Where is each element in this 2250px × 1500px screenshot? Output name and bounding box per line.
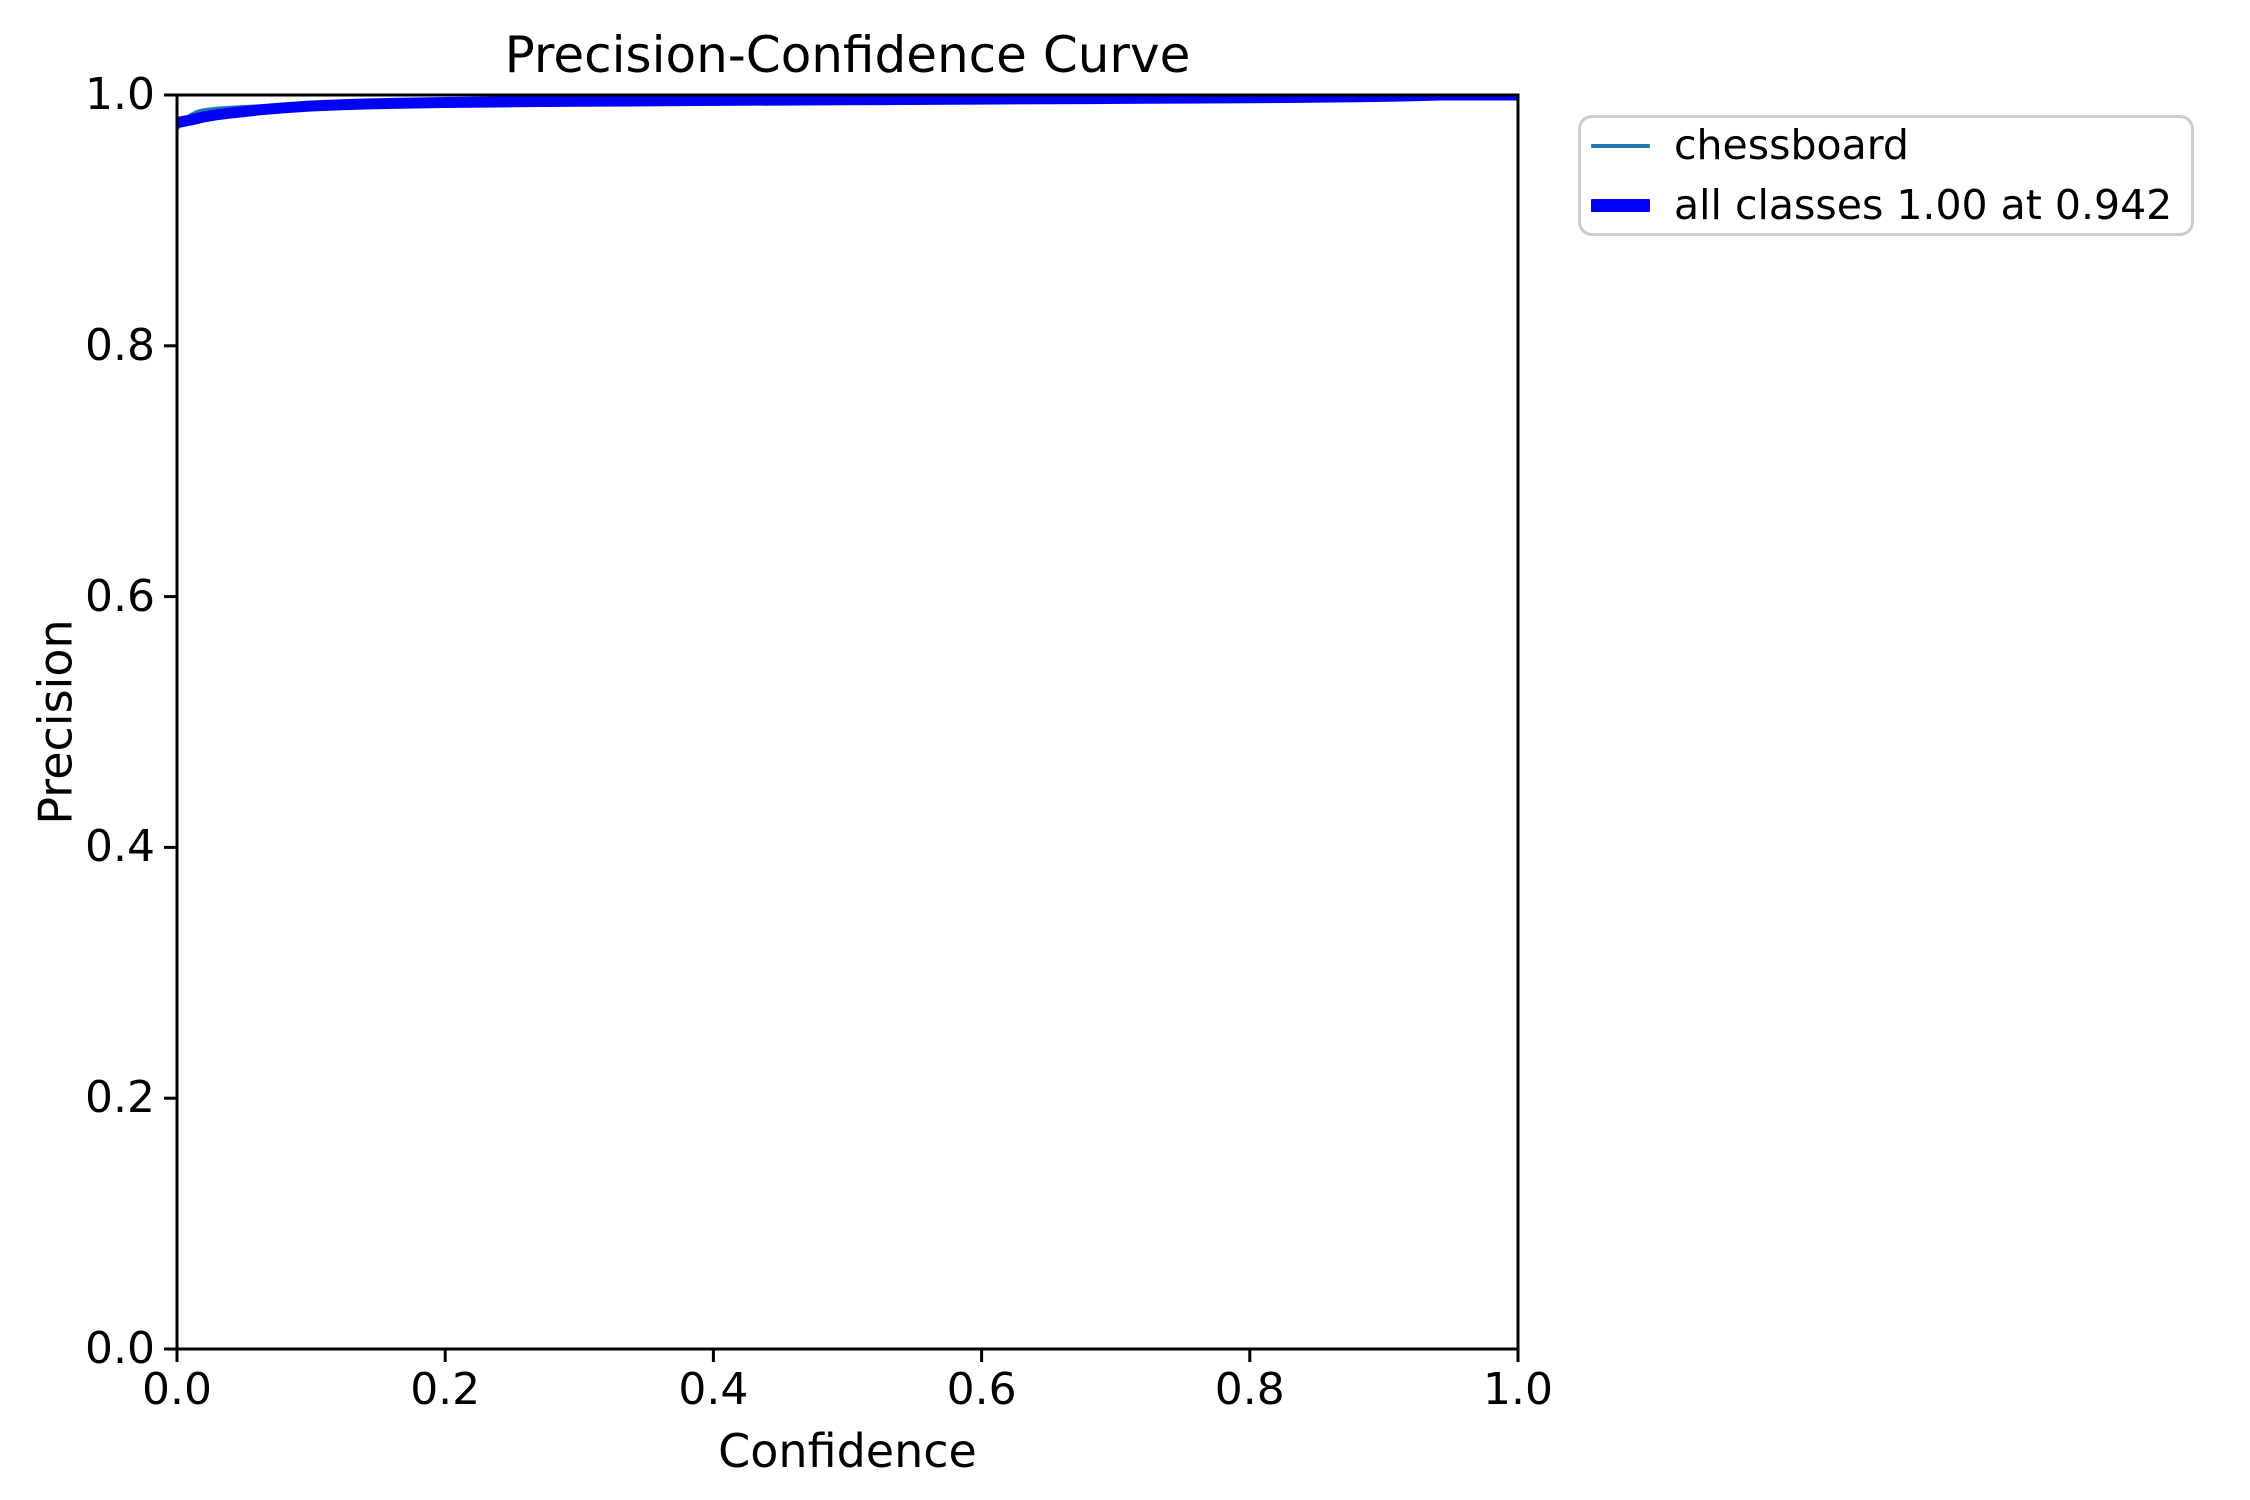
y-tick-label: 0.0 bbox=[85, 1323, 155, 1374]
legend-entry-all-classes: all classes 1.00 at 0.942 bbox=[1591, 180, 2191, 229]
legend-line-sample-chessboard bbox=[1591, 143, 1650, 148]
chart-title: Precision-Confidence Curve bbox=[504, 26, 1191, 84]
x-axis-label: Confidence bbox=[718, 1424, 977, 1478]
legend: chessboard all classes 1.00 at 0.942 bbox=[1578, 115, 2194, 236]
series-line-all bbox=[177, 95, 1518, 128]
y-tick-label: 0.6 bbox=[85, 570, 155, 622]
legend-entry-chessboard: chessboard bbox=[1591, 120, 2191, 169]
x-tick-label: 0.0 bbox=[142, 1364, 212, 1415]
x-tick-label: 1.0 bbox=[1483, 1364, 1553, 1415]
y-tick-label: 1.0 bbox=[85, 69, 155, 120]
x-tick-label: 0.6 bbox=[946, 1364, 1017, 1415]
axes-spines bbox=[175, 93, 1520, 1351]
x-tick-label: 0.2 bbox=[410, 1364, 481, 1415]
x-tick-label: 0.8 bbox=[1214, 1364, 1285, 1415]
y-tick-label: 0.8 bbox=[85, 319, 155, 371]
y-axis-label: Precision bbox=[28, 619, 83, 825]
y-tick-label: 0.2 bbox=[85, 1072, 155, 1124]
legend-label-all-classes: all classes 1.00 at 0.942 bbox=[1674, 180, 2173, 229]
legend-label-chessboard: chessboard bbox=[1674, 120, 1909, 169]
legend-line-sample-all-classes bbox=[1591, 199, 1650, 212]
y-tick-label: 0.4 bbox=[85, 821, 155, 873]
x-tick-label: 0.4 bbox=[678, 1364, 749, 1415]
